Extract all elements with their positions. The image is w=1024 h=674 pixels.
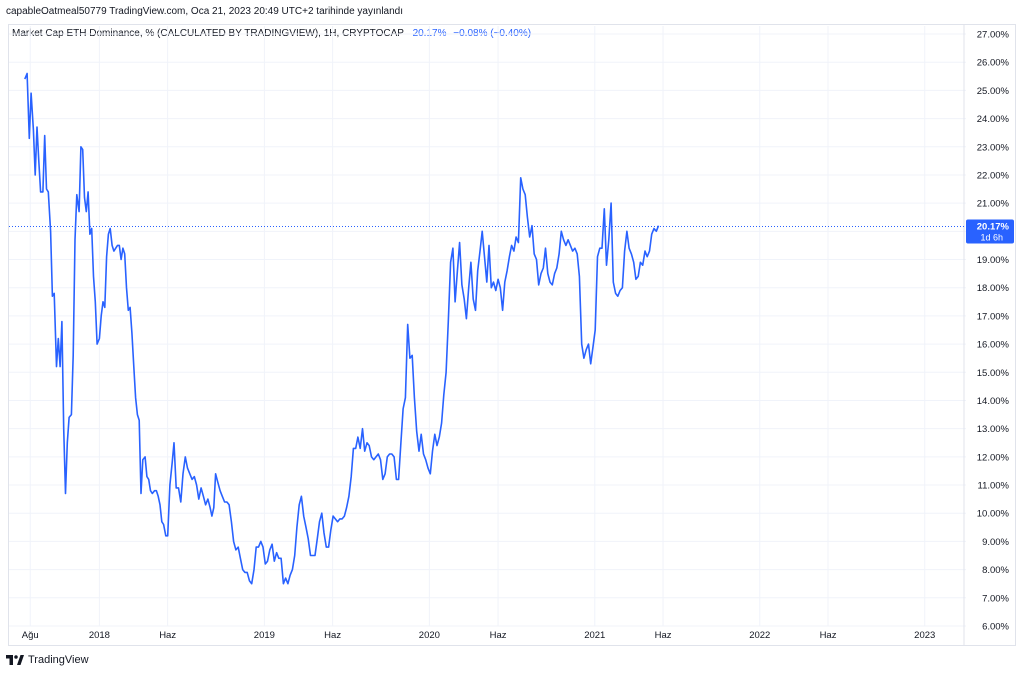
x-tick-label: Haz	[490, 630, 507, 641]
x-tick-label: 2018	[89, 630, 110, 641]
y-tick-label: 27.00%	[977, 30, 1010, 41]
chart-frame	[8, 24, 1016, 646]
x-tick-label: Haz	[159, 630, 176, 641]
y-tick-label: 8.00%	[982, 565, 1009, 576]
y-tick-label: 10.00%	[977, 509, 1010, 520]
x-tick-label: 2019	[254, 630, 275, 641]
last-price-label: 20.17%1d 6h	[966, 219, 1014, 244]
y-tick-label: 7.00%	[982, 593, 1009, 604]
x-tick-label: 2022	[749, 630, 770, 641]
y-tick-label: 24.00%	[977, 114, 1010, 125]
tradingview-logo-icon	[6, 655, 24, 665]
y-tick-label: 13.00%	[977, 424, 1010, 435]
x-tick-label: Ağu	[22, 630, 39, 641]
y-tick-label: 12.00%	[977, 452, 1010, 463]
y-tick-label: 23.00%	[977, 142, 1010, 153]
footer-brand-label: TradingView	[28, 654, 89, 666]
last-price-label-bg	[966, 219, 1014, 244]
y-tick-label: 14.00%	[977, 396, 1010, 407]
x-tick-label: 2020	[419, 630, 440, 641]
last-price-value: 20.17%	[977, 222, 1010, 233]
x-tick-label: 2021	[584, 630, 605, 641]
y-tick-label: 16.00%	[977, 340, 1010, 351]
y-tick-label: 26.00%	[977, 58, 1010, 69]
y-tick-label: 19.00%	[977, 255, 1010, 266]
y-tick-label: 18.00%	[977, 283, 1010, 294]
y-tick-label: 9.00%	[982, 537, 1009, 548]
publish-info: capableOatmeal50779 TradingView.com, Oca…	[6, 6, 404, 17]
series-line	[24, 72, 660, 585]
y-tick-label: 21.00%	[977, 199, 1010, 210]
y-tick-label: 17.00%	[977, 311, 1010, 322]
y-tick-label: 11.00%	[977, 481, 1009, 492]
x-tick-label: Haz	[820, 630, 837, 641]
y-tick-label: 22.00%	[977, 170, 1010, 181]
y-tick-label: 15.00%	[977, 368, 1010, 379]
x-tick-label: 2023	[914, 630, 935, 641]
x-tick-label: Haz	[655, 630, 672, 641]
bar-countdown: 1d 6h	[980, 233, 1003, 243]
x-tick-label: Haz	[324, 630, 341, 641]
footer-brand: TradingView	[6, 654, 89, 666]
y-tick-label: 25.00%	[977, 86, 1010, 97]
y-tick-label: 6.00%	[982, 622, 1009, 633]
